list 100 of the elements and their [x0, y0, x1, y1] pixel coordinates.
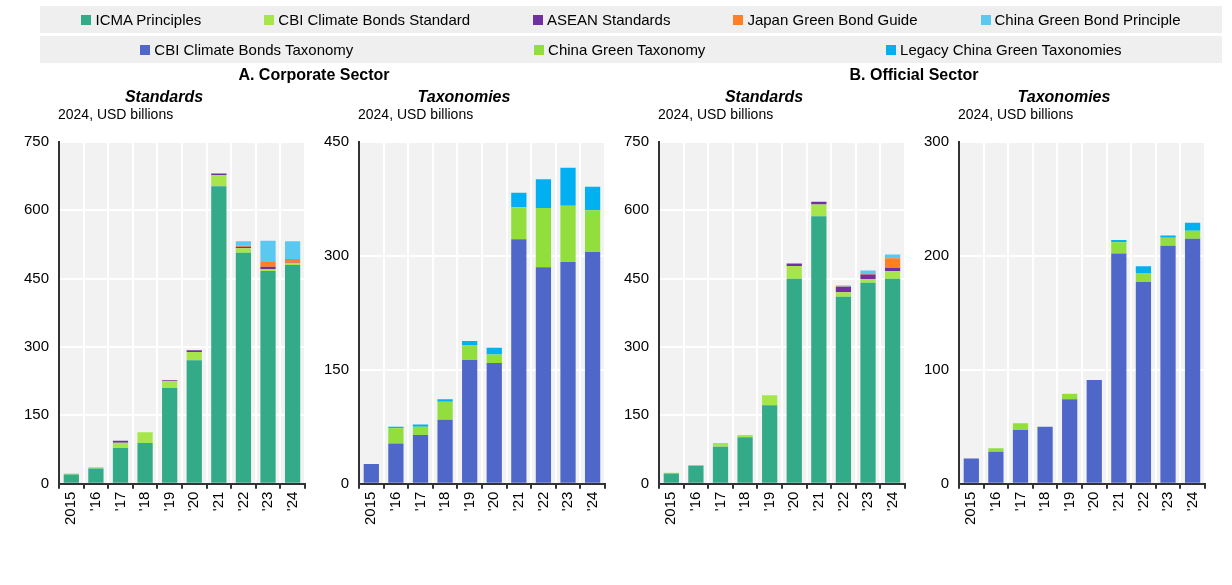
bar [860, 279, 876, 283]
bar [963, 458, 979, 483]
bar [88, 468, 104, 483]
bar [737, 434, 753, 438]
bar [437, 419, 453, 483]
bar [835, 296, 852, 483]
x-tick-label: '18 [435, 491, 453, 512]
bar [1135, 282, 1152, 483]
x-tick-label: '19 [459, 491, 477, 512]
bar [1135, 266, 1152, 273]
legend-label: China Green Bond Principle [994, 11, 1181, 28]
y-tick-label: 100 [924, 359, 950, 377]
x-tick-label: '20 [484, 491, 502, 512]
bar [1111, 253, 1127, 483]
bar [584, 252, 601, 483]
chart-title: B. Official Sector [848, 66, 980, 85]
bar [284, 264, 301, 483]
x-tick-label: '17 [410, 491, 428, 512]
x-tick-label: '22 [233, 491, 251, 512]
bar [884, 278, 901, 483]
bar [1184, 222, 1201, 231]
x-tick-label: '24 [1182, 491, 1200, 512]
y-tick-label: 150 [624, 405, 650, 423]
bar [437, 401, 453, 420]
legend-label: CBI Climate Bonds Standard [278, 11, 471, 28]
x-tick-label: '20 [784, 491, 802, 512]
x-tick-label: '22 [1133, 491, 1151, 512]
y-tick-label: 750 [24, 132, 50, 150]
bar [535, 208, 552, 268]
x-tick-label: '19 [1059, 491, 1077, 512]
bar [811, 216, 827, 483]
x-tick-label: '24 [882, 491, 900, 512]
y-tick-label: 300 [924, 132, 950, 150]
bar [1184, 230, 1201, 239]
x-tick-label: 2015 [61, 491, 79, 526]
x-tick-label: '22 [833, 491, 851, 512]
y-tick-label: 750 [624, 132, 650, 150]
y-tick-label: 0 [340, 473, 350, 491]
x-tick-label: '20 [184, 491, 202, 512]
x-tick-label: '21 [208, 491, 226, 512]
x-tick-label: '21 [1108, 491, 1126, 512]
x-tick-label: '17 [110, 491, 128, 512]
bar [260, 261, 276, 267]
bar [112, 442, 129, 449]
y-tick-label: 150 [324, 359, 350, 377]
chart-subtitle: Standards [723, 88, 805, 106]
bar [235, 241, 252, 246]
y-tick-label: 450 [324, 132, 350, 150]
bar [1012, 423, 1029, 431]
bar [284, 241, 301, 260]
bar [712, 446, 729, 483]
bar [1160, 245, 1176, 483]
x-tick-label: 2015 [361, 491, 379, 526]
bar [835, 292, 852, 297]
y-tick-label: 450 [624, 268, 650, 286]
y-tick-label: 200 [924, 246, 950, 264]
x-tick-label: '19 [759, 491, 777, 512]
legend-label: ICMA Principles [95, 11, 202, 28]
bar [762, 395, 778, 406]
bar [511, 207, 527, 240]
bar [860, 274, 876, 280]
x-tick-label: '21 [808, 491, 826, 512]
bar [211, 186, 227, 483]
bar [835, 286, 852, 293]
x-tick-label: '20 [1084, 491, 1102, 512]
legend-label: ASEAN Standards [547, 11, 671, 28]
bar [535, 179, 552, 209]
bar [560, 167, 576, 206]
bar [235, 252, 252, 483]
y-tick-label: 150 [24, 405, 50, 423]
x-tick-label: '16 [386, 491, 404, 512]
bar [462, 345, 478, 360]
bar [388, 428, 404, 444]
x-tick-label: '23 [1158, 491, 1176, 512]
chart-subtitle: Taxonomies [1016, 88, 1112, 106]
y-tick-label: 0 [40, 473, 50, 491]
bar [486, 347, 502, 355]
x-tick-label: '22 [533, 491, 551, 512]
bar [560, 205, 576, 262]
bar [1012, 430, 1029, 483]
y-tick-label: 300 [324, 246, 350, 264]
chart-subtitle: Standards [123, 88, 205, 106]
bar [462, 359, 478, 483]
x-tick-label: '18 [135, 491, 153, 512]
legend-label: Legacy China Green Taxonomies [900, 41, 1122, 58]
bar [260, 270, 276, 483]
bar [584, 186, 601, 211]
bar [486, 362, 502, 483]
bar [511, 192, 527, 208]
bar [412, 424, 429, 427]
bar [186, 360, 202, 483]
bar [663, 473, 679, 483]
x-tick-label: '23 [858, 491, 876, 512]
bar [235, 248, 252, 253]
legend-label: China Green Taxonomy [548, 41, 706, 58]
x-tick-label: '16 [686, 491, 704, 512]
x-tick-label: '23 [558, 491, 576, 512]
bar [786, 278, 802, 483]
x-tick-label: '23 [258, 491, 276, 512]
x-tick-label: '24 [582, 491, 600, 512]
